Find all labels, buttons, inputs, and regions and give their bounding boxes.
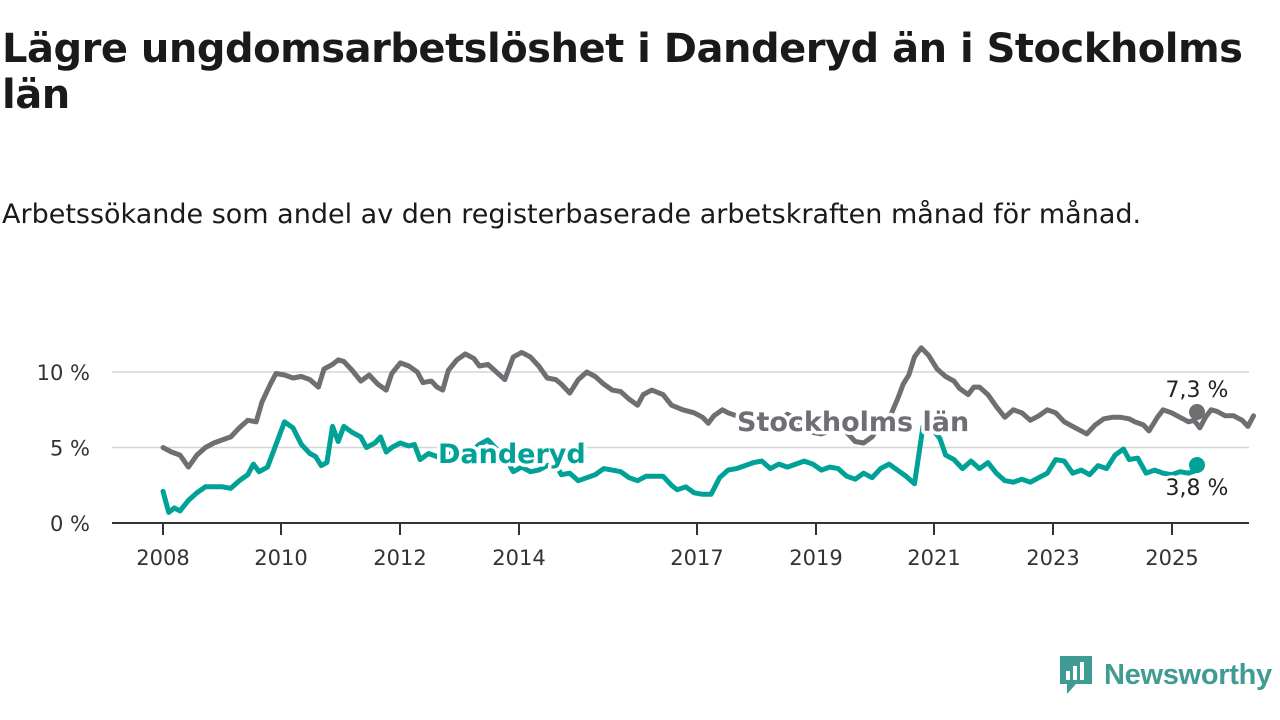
newsworthy-logo-icon [1060,656,1092,694]
series-label: Danderyd [438,439,586,470]
end-point-stockholms-lan [1189,404,1205,420]
end-value-label: 7,3 % [1166,378,1229,403]
series-line-stockholms-län [160,345,1256,470]
x-axis: 2008 2010 2012 2014 2017 2019 2021 2023 2025 [112,522,1249,570]
series-line-danderyd [160,419,1200,515]
brand-name: Newsworthy [1104,658,1272,691]
line-labels: Stockholms län Danderyd 7,3 % 3,8 % [435,375,1232,504]
x-tick-label: 2017 [670,546,723,570]
x-tick-label: 2008 [136,546,189,570]
y-axis-ticks: 0 % 5 % 10 % [37,361,90,536]
x-tick-label: 2025 [1145,546,1198,570]
y-tick-label: 10 % [37,361,90,385]
series-label: Stockholms län [737,407,969,438]
x-tick-label: 2014 [492,546,545,570]
end-point-danderyd [1189,457,1205,473]
y-tick-label: 0 % [50,512,90,536]
x-tick-label: 2021 [907,546,960,570]
x-tick-label: 2012 [373,546,426,570]
chart-subtitle: Arbetssökande som andel av den registerb… [2,199,1142,230]
chart-title: Lägre ungdomsarbetslöshet i Danderyd än … [2,26,1243,118]
brand-logo[interactable]: Newsworthy [1058,653,1272,697]
y-tick-label: 5 % [50,437,90,461]
x-tick-label: 2019 [789,546,842,570]
end-value-label: 3,8 % [1166,476,1229,501]
x-tick-label: 2010 [254,546,307,570]
series-lines [160,345,1256,515]
x-tick-label: 2023 [1026,546,1079,570]
